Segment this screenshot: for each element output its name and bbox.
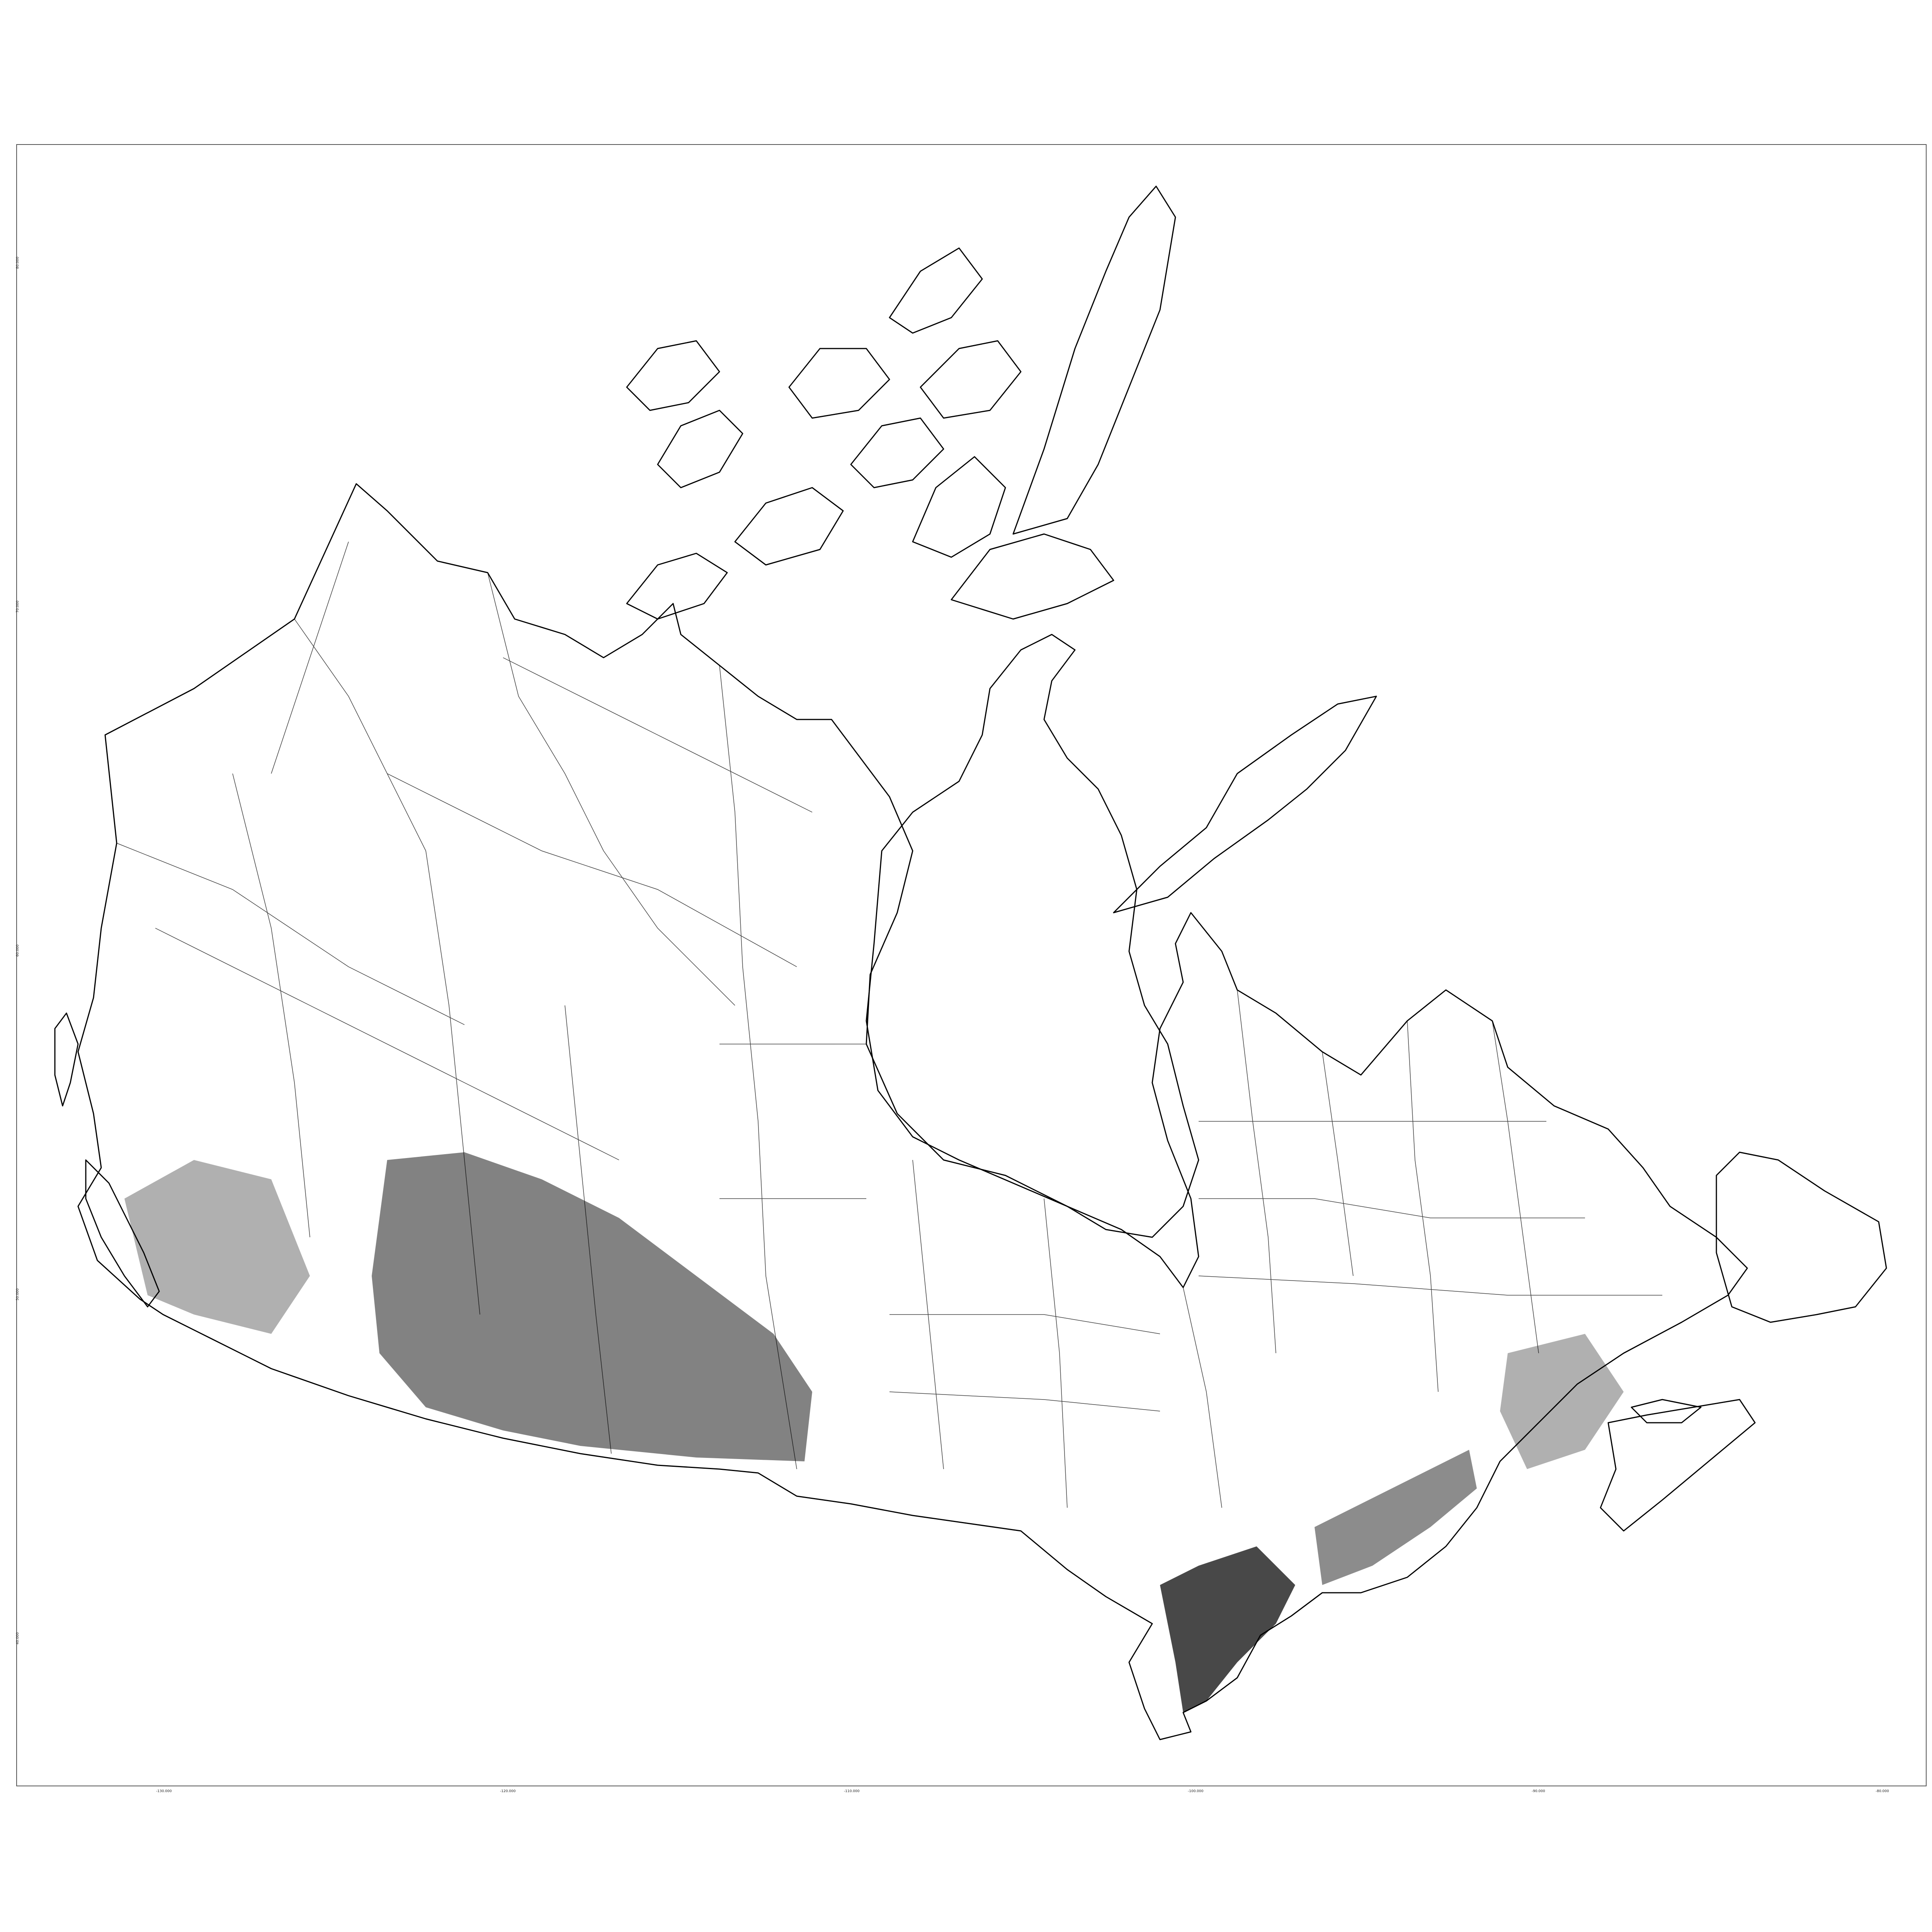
maritime-dense-network [1500,1334,1624,1469]
arctic-island-7 [626,340,720,411]
arctic-island-11 [920,340,1022,419]
prairie-dense-network [372,1152,812,1461]
arctic-island-2 [1012,185,1176,535]
baffin-island [1113,696,1377,913]
arctic-island-4 [734,487,844,566]
x-tick-label: -100.000 [1188,1789,1204,1793]
arctic-island-10 [889,247,983,334]
map-frame: -130.000 -120.000 -110.000 -100.000 -90.… [15,144,1927,1793]
newfoundland [1716,1151,1887,1323]
vancouver-island [85,1159,160,1308]
arctic-island-3 [912,456,1006,558]
quebec-dense-network [1315,1450,1477,1585]
mainland-outline [77,483,1748,1740]
arctic-island-8 [788,348,890,419]
y-tick-label: 70.000 [15,600,20,613]
map-canvas [54,185,1887,1740]
y-tick-label: 50.000 [15,1288,20,1301]
y-tick-label: 60.000 [15,944,20,957]
x-tick-label: -90.000 [1532,1789,1545,1793]
nova-scotia [1600,1399,1756,1532]
arctic-island-5 [626,553,728,620]
y-tick-label: 40.000 [15,1632,20,1645]
ontario-dense-network [1160,1546,1295,1713]
arctic-island-6 [657,410,743,488]
haida-gwaii [54,1012,79,1107]
x-tick-label: -110.000 [844,1789,860,1793]
x-tick-label: -130.000 [156,1789,172,1793]
bc-dense-network [124,1160,310,1334]
arctic-island-1 [951,533,1114,620]
x-tick-label: -80.000 [1876,1789,1889,1793]
y-tick-label: 80.000 [15,257,20,269]
pei [1631,1399,1702,1423]
hudson-bay [866,634,1199,1238]
x-tick-label: -120.000 [500,1789,516,1793]
arctic-island-9 [850,417,944,488]
